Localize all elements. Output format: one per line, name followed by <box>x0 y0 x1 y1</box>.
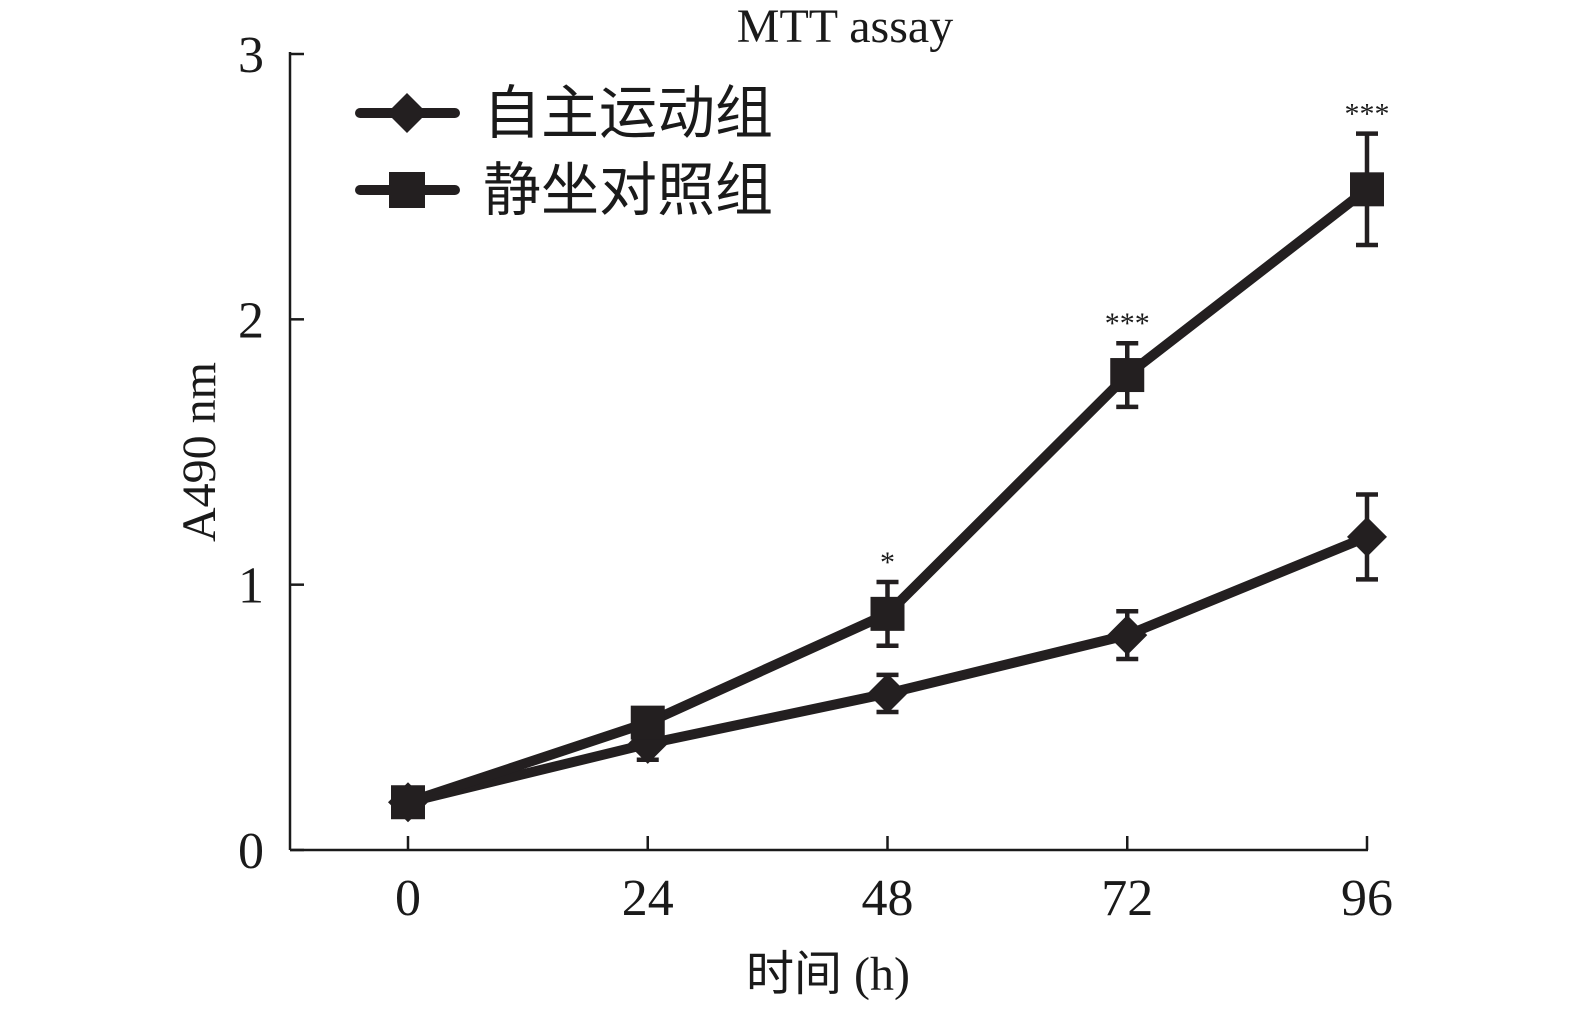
legend-label: 静坐对照组 <box>483 158 773 223</box>
y-tick-label: 1 <box>238 558 264 615</box>
x-tick-label: 24 <box>622 870 674 927</box>
y-axis-title: A490 nm <box>173 362 226 542</box>
legend-marker-diamond <box>387 93 427 133</box>
point-square <box>1350 172 1384 207</box>
x-tick-label: 0 <box>395 870 421 927</box>
y-tick-label: 0 <box>238 823 264 880</box>
significance-label: * <box>880 546 895 579</box>
significance-label: *** <box>1345 98 1390 131</box>
point-square <box>630 705 665 740</box>
series-markers <box>388 172 1387 823</box>
point-square <box>1110 358 1145 393</box>
y-tick-label: 2 <box>238 292 264 349</box>
point-square <box>870 596 905 631</box>
axis-ticks: 0 1 2 3 0 24 48 72 96 <box>238 27 1393 927</box>
point-square <box>391 785 425 820</box>
point-diamond <box>1347 516 1387 557</box>
legend-marker-square <box>389 172 425 208</box>
x-tick-label: 96 <box>1341 870 1393 927</box>
legend-label: 自主运动组 <box>483 81 773 146</box>
significance-label: *** <box>1105 307 1150 340</box>
y-tick-label: 3 <box>238 27 264 84</box>
x-axis-title: 时间 (h) <box>746 948 910 1001</box>
significance-marks: ******* <box>880 98 1390 579</box>
chart-title: MTT assay <box>737 0 953 53</box>
x-tick-label: 48 <box>862 870 914 927</box>
point-diamond <box>1107 615 1148 656</box>
point-diamond <box>867 673 908 714</box>
x-tick-label: 72 <box>1101 870 1153 927</box>
